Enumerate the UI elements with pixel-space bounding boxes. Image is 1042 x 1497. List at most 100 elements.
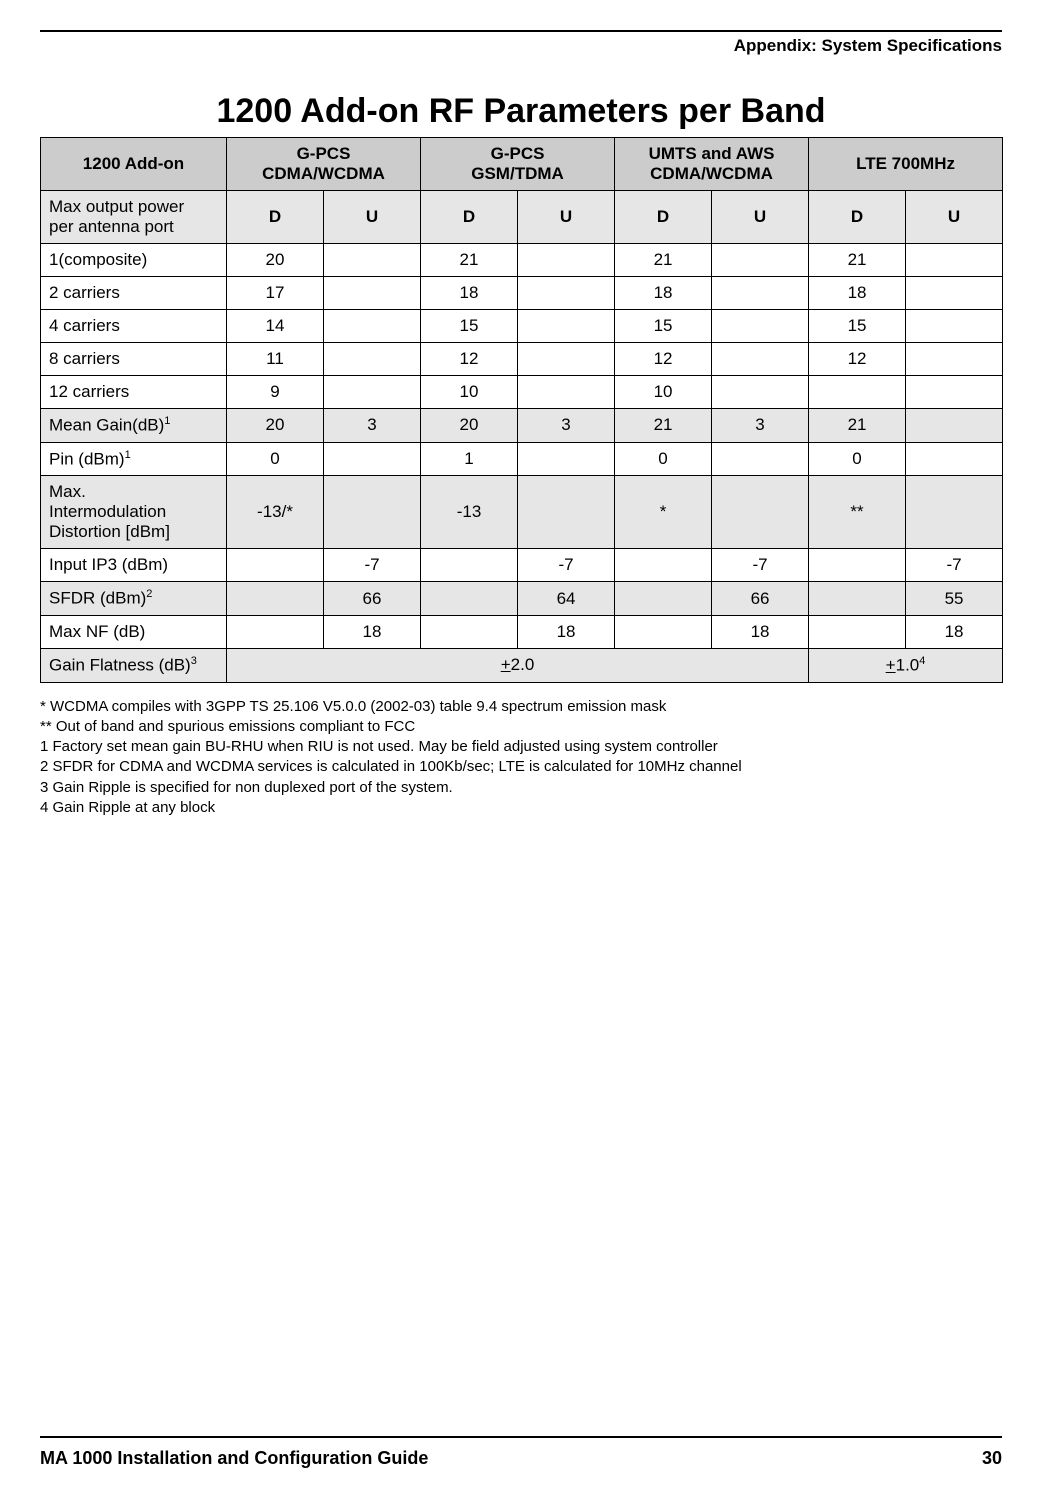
cell: 3 <box>324 409 421 443</box>
cell <box>809 549 906 582</box>
cell: 12 <box>421 343 518 376</box>
header-gpcs-gsm: G-PCS GSM/TDMA <box>421 138 615 191</box>
table-row: Mean Gain(dB)120320321321 <box>41 409 1003 443</box>
cell <box>324 476 421 549</box>
footnote: * WCDMA compiles with 3GPP TS 25.106 V5.… <box>40 697 1002 717</box>
cell <box>809 582 906 616</box>
row-label: 1(composite) <box>41 244 227 277</box>
cell <box>518 343 615 376</box>
footer-page: 30 <box>982 1448 1002 1469</box>
cell <box>906 376 1003 409</box>
cell: 21 <box>809 409 906 443</box>
cell: +1.04 <box>809 648 1003 682</box>
cell: -13/* <box>227 476 324 549</box>
du-header-row: Max output power per antenna port D U D … <box>41 191 1003 244</box>
cell <box>518 244 615 277</box>
cell: 18 <box>421 277 518 310</box>
cell <box>518 442 615 476</box>
table-row: Input IP3 (dBm)-7-7-7-7 <box>41 549 1003 582</box>
footer-title: MA 1000 Installation and Configuration G… <box>40 1448 428 1469</box>
cell <box>712 244 809 277</box>
cell <box>227 549 324 582</box>
row-label: 2 carriers <box>41 277 227 310</box>
header-lte: LTE 700MHz <box>809 138 1003 191</box>
table-row-gain-flatness: Gain Flatness (dB)3+2.0+1.04 <box>41 648 1003 682</box>
page: Appendix: System Specifications 1200 Add… <box>0 0 1042 1497</box>
cell <box>615 615 712 648</box>
footnote: 1 Factory set mean gain BU-RHU when RIU … <box>40 737 1002 757</box>
row-label: SFDR (dBm)2 <box>41 582 227 616</box>
cell: 15 <box>421 310 518 343</box>
cell <box>906 310 1003 343</box>
cell <box>712 376 809 409</box>
cell: 55 <box>906 582 1003 616</box>
cell: 21 <box>809 244 906 277</box>
header-text: GSM/TDMA <box>471 164 564 183</box>
row-label: Input IP3 (dBm) <box>41 549 227 582</box>
page-title: 1200 Add-on RF Parameters per Band <box>40 92 1002 131</box>
cell: 18 <box>324 615 421 648</box>
cell <box>518 277 615 310</box>
cell: 14 <box>227 310 324 343</box>
footnote: 3 Gain Ripple is specified for non duple… <box>40 778 1002 798</box>
table-row: 1(composite)20212121 <box>41 244 1003 277</box>
cell: -13 <box>421 476 518 549</box>
cell <box>518 310 615 343</box>
cell: 17 <box>227 277 324 310</box>
table-row: 2 carriers17181818 <box>41 277 1003 310</box>
cell <box>906 343 1003 376</box>
cell: 64 <box>518 582 615 616</box>
cell <box>906 409 1003 443</box>
cell: 0 <box>615 442 712 476</box>
label-text: per antenna port <box>49 217 174 236</box>
row-label: Max NF (dB) <box>41 615 227 648</box>
du-cell: D <box>227 191 324 244</box>
cell <box>227 615 324 648</box>
parameters-table: 1200 Add-on G-PCS CDMA/WCDMA G-PCS GSM/T… <box>40 137 1003 683</box>
cell: 3 <box>712 409 809 443</box>
cell <box>421 615 518 648</box>
du-cell: U <box>518 191 615 244</box>
cell <box>615 549 712 582</box>
cell <box>906 244 1003 277</box>
header-text: UMTS and AWS <box>649 144 775 163</box>
label-text: Max output power <box>49 197 184 216</box>
footnote: 2 SFDR for CDMA and WCDMA services is ca… <box>40 757 1002 777</box>
footer-rule <box>40 1436 1002 1438</box>
cell <box>421 549 518 582</box>
header-section: Appendix: System Specifications <box>40 36 1002 56</box>
cell <box>324 244 421 277</box>
cell <box>324 310 421 343</box>
du-cell: D <box>421 191 518 244</box>
cell: 15 <box>809 310 906 343</box>
cell <box>421 582 518 616</box>
row-label: Mean Gain(dB)1 <box>41 409 227 443</box>
table-row: Max NF (dB)18181818 <box>41 615 1003 648</box>
cell <box>324 376 421 409</box>
table-row: SFDR (dBm)266646655 <box>41 582 1003 616</box>
du-cell: U <box>324 191 421 244</box>
cell: 12 <box>615 343 712 376</box>
du-cell: D <box>809 191 906 244</box>
cell <box>227 582 324 616</box>
cell: 18 <box>518 615 615 648</box>
header-text: CDMA/WCDMA <box>650 164 773 183</box>
footnote: 4 Gain Ripple at any block <box>40 798 1002 818</box>
cell: 20 <box>227 409 324 443</box>
cell <box>906 476 1003 549</box>
header-text: CDMA/WCDMA <box>262 164 385 183</box>
cell: 10 <box>615 376 712 409</box>
cell: 15 <box>615 310 712 343</box>
du-cell: U <box>712 191 809 244</box>
header-text: G-PCS <box>297 144 351 163</box>
table-row: Max.IntermodulationDistortion [dBm]-13/*… <box>41 476 1003 549</box>
cell: +2.0 <box>227 648 809 682</box>
table-row: 4 carriers14151515 <box>41 310 1003 343</box>
table-row: 12 carriers91010 <box>41 376 1003 409</box>
cell: 0 <box>809 442 906 476</box>
cell: 9 <box>227 376 324 409</box>
cell: 66 <box>712 582 809 616</box>
cell <box>615 582 712 616</box>
cell <box>324 277 421 310</box>
header-rule <box>40 30 1002 32</box>
